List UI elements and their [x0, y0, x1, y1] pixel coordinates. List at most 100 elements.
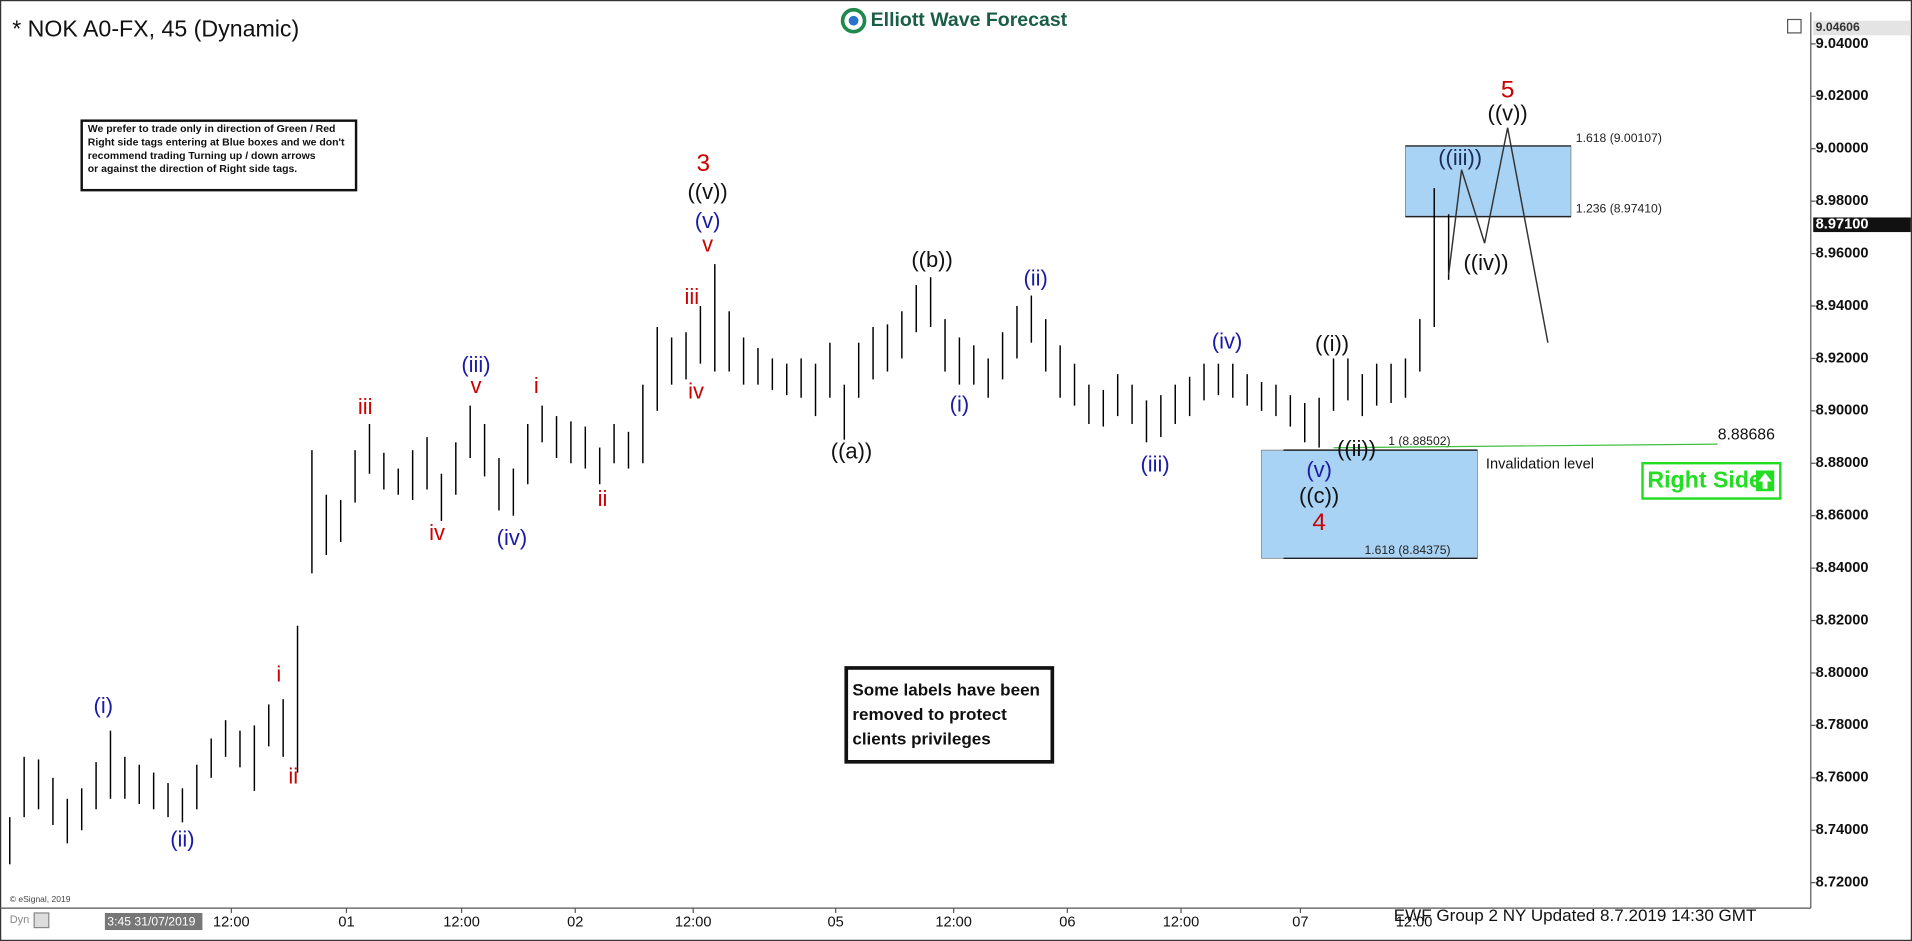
y-tick-label: 8.94000: [1816, 298, 1869, 314]
note-box: [80, 119, 358, 192]
window-icon: [1787, 18, 1802, 34]
wave-label: 4: [1312, 509, 1326, 536]
target-zone: [1261, 449, 1478, 559]
note-line: recommend trading Turning up / down arro…: [88, 151, 316, 162]
x-tick-label: 12:00: [1163, 915, 1200, 931]
wave-label: (iii): [461, 352, 490, 377]
wave-label: iv: [429, 520, 445, 545]
note-line: or against the direction of Right side t…: [88, 164, 298, 175]
wave-label: iii: [358, 394, 373, 419]
y-tick-label: 8.82000: [1816, 612, 1869, 628]
y-tick-label: 8.96000: [1816, 245, 1869, 261]
x-tick-label: 07: [1292, 915, 1308, 931]
invalidation-line: [1333, 443, 1718, 449]
note-line: clients privileges: [852, 729, 990, 748]
wave-label: (iii): [1140, 452, 1169, 477]
wave-label: (iv): [1212, 329, 1242, 354]
wave-label: ((v)): [688, 179, 728, 204]
y-tick-label: 8.78000: [1816, 717, 1869, 733]
price-label: 9.04606: [1816, 20, 1860, 34]
price-label-bg: [1813, 20, 1911, 36]
wave-label: ((a)): [831, 439, 872, 464]
wave-label: ((iii)): [1438, 145, 1482, 170]
x-tick-label: 01: [338, 915, 354, 931]
mode: Dyn: [10, 914, 30, 926]
fib-label: 1 (8.88502): [1388, 434, 1450, 448]
y-tick-label: 9.02000: [1816, 88, 1869, 104]
y-tick-label: 8.98000: [1816, 193, 1869, 209]
fib-label: 1.236 (8.97410): [1576, 202, 1662, 216]
note-box: [844, 666, 1055, 764]
y-tick-label: 8.88000: [1816, 455, 1869, 471]
invalidation-value: 8.88686: [1718, 427, 1775, 444]
x-tick-label: 12:00: [935, 915, 972, 931]
wave-label: i: [534, 373, 539, 398]
logo-icon-core: [848, 15, 859, 26]
note-line: Right side tags entering at Blue boxes a…: [88, 137, 345, 148]
y-tick-label: 8.80000: [1816, 665, 1869, 681]
wave-label: ((i)): [1315, 331, 1349, 356]
invalidation-text: Invalidation level: [1486, 457, 1594, 473]
wave-label: ((ii)): [1337, 436, 1376, 461]
wave-label: ((iv)): [1463, 250, 1508, 275]
right-side-tag: Right Side: [1641, 461, 1782, 500]
y-tick-label: 9.00000: [1816, 141, 1869, 157]
wave-label: (ii): [170, 827, 194, 852]
y-tick-label: 8.84000: [1816, 560, 1869, 576]
y-tick-label: 8.90000: [1816, 403, 1869, 419]
note-line: removed to protect: [852, 705, 1007, 724]
logo-text: Elliott Wave Forecast: [871, 9, 1068, 31]
price-label-bg: [1813, 217, 1911, 233]
y-tick-label: 8.92000: [1816, 350, 1869, 366]
wave-label: iv: [688, 378, 704, 403]
x-tick-label: 12:00: [213, 915, 250, 931]
tag-arrow: [1758, 472, 1772, 489]
wave-label: (v): [695, 208, 721, 233]
wave-label: (v): [1306, 457, 1332, 482]
y-tick-label: 8.76000: [1816, 770, 1869, 786]
wave-label: (i): [950, 391, 970, 416]
y-tick-label: 8.74000: [1816, 822, 1869, 838]
x-tick-label: 12:00: [1396, 915, 1433, 931]
x-tick-label: 12:00: [443, 915, 480, 931]
cursor-time: 3:45 31/07/2019: [107, 914, 195, 928]
y-tick-label: 8.72000: [1816, 875, 1869, 891]
tag-text: Right Side: [1647, 467, 1762, 493]
wave-label: ((b)): [911, 247, 952, 272]
logo-icon: [840, 7, 867, 34]
note-line: We prefer to trade only in direction of …: [88, 124, 336, 135]
wave-label: (ii): [1023, 266, 1047, 291]
footer: EWF Group 2 NY Updated 8.7.2019 14:30 GM…: [1394, 906, 1757, 925]
wave-label: ((v)): [1488, 100, 1528, 125]
projection-path: [1447, 127, 1549, 343]
wave-label: (i): [94, 693, 114, 718]
y-tick-label: 9.04000: [1816, 36, 1869, 52]
fib-label: 1.618 (9.00107): [1576, 131, 1662, 145]
wave-label: ((c)): [1299, 483, 1339, 508]
logo-bg: [836, 4, 1088, 36]
wave-label: ii: [288, 764, 298, 789]
wave-label: (iv): [497, 525, 527, 550]
wave-label: v: [702, 232, 713, 257]
logo: Elliott Wave Forecast: [836, 4, 1088, 36]
y-tick-label: 8.86000: [1816, 508, 1869, 524]
wave-label: 5: [1501, 77, 1515, 104]
x-tick-label: 05: [828, 915, 844, 931]
x-tick-label: 02: [567, 915, 583, 931]
source: © eSignal, 2019: [10, 894, 71, 904]
note-line: Some labels have been: [852, 681, 1040, 700]
wave-label: ii: [598, 486, 608, 511]
x-tick-label: 12:00: [675, 915, 712, 931]
price-label: 8.97100: [1816, 217, 1869, 233]
x-tick-label: 06: [1059, 915, 1075, 931]
fib-label: 1.618 (8.84375): [1364, 543, 1450, 557]
wave-label: 3: [697, 150, 711, 177]
target-zone: [1405, 145, 1572, 218]
wave-label: v: [470, 373, 481, 398]
mode-icon: [33, 912, 50, 929]
wave-label: i: [276, 661, 281, 686]
cursor-time-bg: [104, 912, 203, 931]
wave-label: iii: [684, 284, 699, 309]
